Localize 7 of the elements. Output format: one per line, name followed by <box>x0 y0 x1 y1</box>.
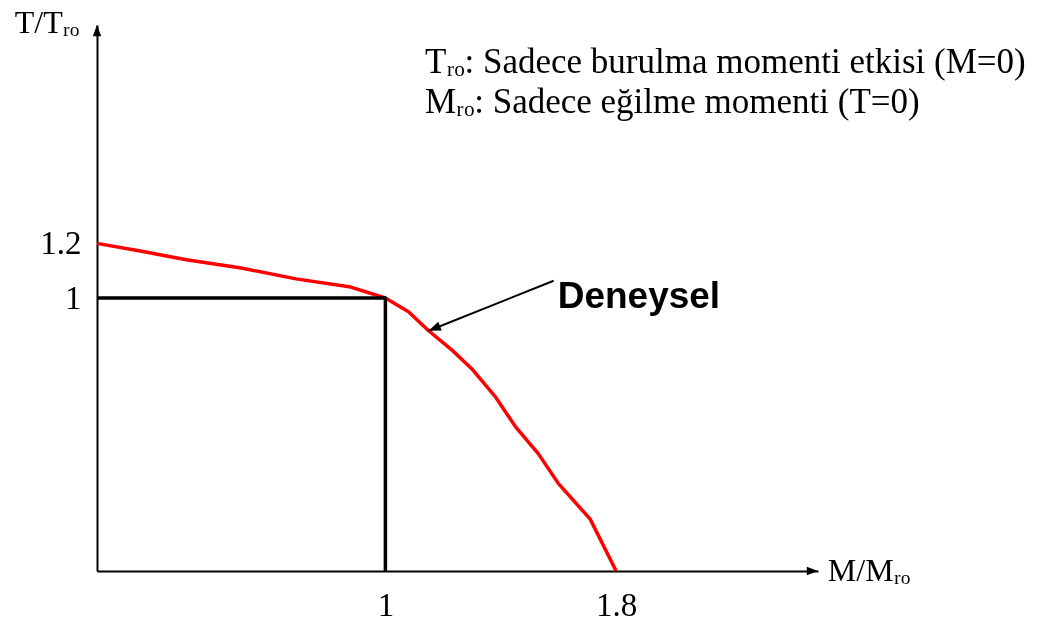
annotation: Deneysel <box>557 274 721 316</box>
y-axis-title: T/Tᵣₒ <box>14 4 80 40</box>
x-tick-label: 1.8 <box>595 586 638 623</box>
annotation: Tᵣₒ: Sadece burulma momenti etkisi (M=0) <box>425 42 1026 81</box>
x-axis-title: M/Mᵣₒ <box>827 552 911 588</box>
y-tick-label: 1.2 <box>40 224 82 261</box>
annotation: Mᵣₒ: Sadece eğilme momenti (T=0) <box>425 82 920 121</box>
